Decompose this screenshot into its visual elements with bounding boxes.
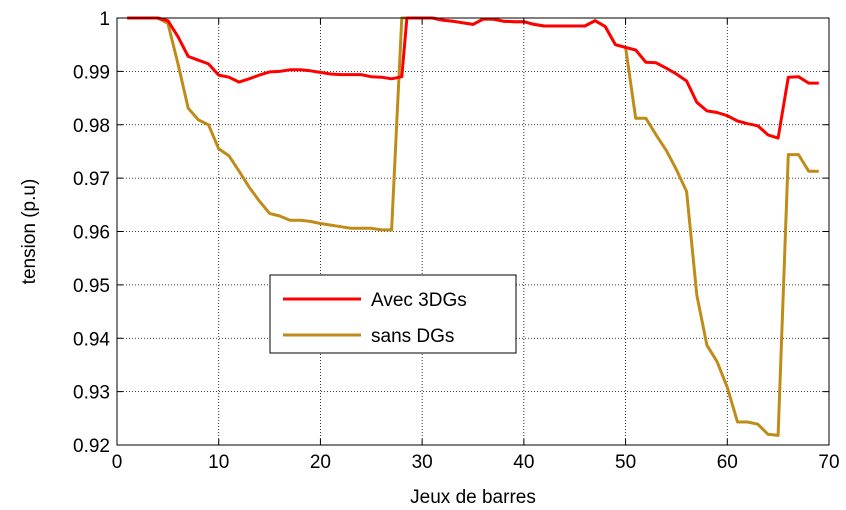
legend-label-sans-dgs: sans DGs	[371, 326, 454, 347]
x-tick-label: 70	[818, 452, 839, 473]
x-tick-label: 60	[717, 452, 738, 473]
x-tick-label: 20	[310, 452, 331, 473]
x-tick-label: 10	[208, 452, 229, 473]
x-tick-label: 30	[412, 452, 433, 473]
y-tick-label: 0.99	[73, 62, 110, 83]
x-tick-label: 0	[112, 452, 123, 473]
y-tick-label: 1	[99, 9, 110, 30]
legend-label-avec-3dgs: Avec 3DGs	[371, 290, 467, 311]
y-tick-label: 0.95	[73, 276, 110, 297]
y-axis-label: tension (p.u)	[19, 179, 40, 285]
x-tick-label: 40	[513, 452, 534, 473]
grid-lines	[117, 18, 829, 445]
legend: Avec 3DGs sans DGs	[269, 274, 517, 354]
series-layer	[127, 16, 819, 437]
legend-box	[269, 274, 517, 354]
x-tick-label: 50	[615, 452, 636, 473]
series-line-avec-3dgs	[127, 16, 819, 140]
y-tick-label: 0.94	[73, 329, 110, 350]
y-tick-label: 0.96	[73, 223, 110, 244]
tick-labels: 0 10 20 30 40 50 60 70 0.92 0.93 0.94 0.95 0.96 0.97 0…	[73, 9, 840, 473]
x-axis-label: Jeux de barres	[410, 487, 536, 508]
y-tick-label: 0.93	[73, 383, 110, 404]
y-tick-label: 0.92	[73, 436, 110, 457]
y-tick-label: 0.98	[73, 116, 110, 137]
y-tick-label: 0.97	[73, 169, 110, 190]
axis-ticks	[116, 17, 830, 446]
